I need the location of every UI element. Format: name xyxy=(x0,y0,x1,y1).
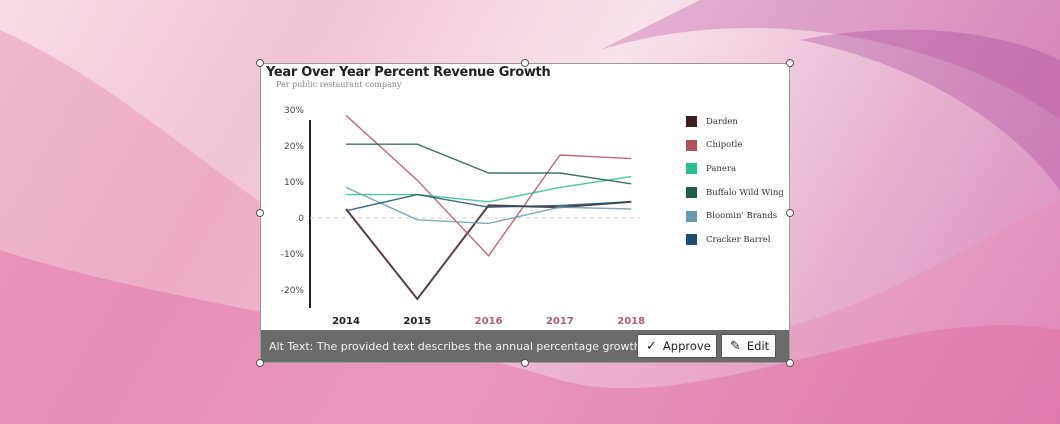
legend-item: Panera xyxy=(686,157,784,181)
y-tick-label: 10% xyxy=(284,178,304,188)
x-tick-label: 2014 xyxy=(332,316,360,327)
checkmark-icon: ✓ xyxy=(646,338,657,354)
resize-handle-right[interactable] xyxy=(786,209,794,217)
legend-label: Panera xyxy=(706,163,737,174)
y-tick-label: -20% xyxy=(281,286,305,296)
y-tick-label: 30% xyxy=(284,106,304,116)
legend-label: Chipotle xyxy=(706,140,743,151)
x-tick-label: 2018 xyxy=(617,316,645,327)
resize-handle-top-right[interactable] xyxy=(786,59,794,67)
approve-label: Approve xyxy=(662,339,711,353)
y-tick-label: 0 xyxy=(298,214,304,224)
legend-item: Chipotle xyxy=(686,134,784,158)
edit-label: Edit xyxy=(746,339,770,353)
resize-handle-top-left[interactable] xyxy=(256,59,264,67)
legend-swatch xyxy=(686,163,697,175)
legend-item: Darden xyxy=(686,110,784,134)
series-line-bloomin-brands xyxy=(345,186,632,225)
alt-text-bar: Alt Text: The provided text describes th… xyxy=(261,330,789,362)
legend-label: Darden xyxy=(706,116,738,127)
edit-button[interactable]: ✎ Edit xyxy=(721,334,776,358)
series-line-darden xyxy=(345,200,632,301)
legend-label: Buffalo Wild Wing xyxy=(706,187,784,198)
x-tick-label: 2016 xyxy=(475,316,503,327)
y-tick-label: -10% xyxy=(281,250,305,260)
series-line-panera xyxy=(346,175,632,203)
legend-label: Cracker Barrel xyxy=(706,234,771,245)
legend-swatch xyxy=(686,116,697,128)
x-tick-label: 2015 xyxy=(403,316,431,327)
legend-item: Bloomin' Brands xyxy=(686,204,784,228)
legend-item: Buffalo Wild Wing xyxy=(686,181,784,205)
pencil-icon: ✎ xyxy=(730,338,741,354)
chart-subtitle: Per public restaurant company xyxy=(276,80,402,89)
legend-label: Bloomin' Brands xyxy=(706,211,778,222)
y-tick-label: 20% xyxy=(284,142,304,152)
series-line-cracker-barrel xyxy=(345,193,632,212)
legend-swatch xyxy=(686,139,697,151)
chart-title: Year Over Year Percent Revenue Growth xyxy=(266,65,551,80)
legend-swatch xyxy=(686,210,697,222)
legend-swatch xyxy=(686,234,697,246)
alt-text: Alt Text: The provided text describes th… xyxy=(269,340,652,353)
resize-handle-bottom-right[interactable] xyxy=(786,359,794,367)
resize-handle-top[interactable] xyxy=(521,59,529,67)
series-line-chipotle xyxy=(345,114,632,257)
approve-button[interactable]: ✓ Approve xyxy=(637,334,717,358)
series-line-buffalo-wild-wing xyxy=(346,143,632,185)
resize-handle-bottom[interactable] xyxy=(521,359,529,367)
x-tick-label: 2017 xyxy=(546,316,574,327)
resize-handle-left[interactable] xyxy=(256,209,264,217)
chart-legend: Darden Chipotle Panera Buffalo Wild Wing Blo… xyxy=(686,110,784,252)
resize-handle-bottom-left[interactable] xyxy=(256,359,264,367)
legend-item: Cracker Barrel xyxy=(686,228,784,252)
legend-swatch xyxy=(686,187,697,199)
